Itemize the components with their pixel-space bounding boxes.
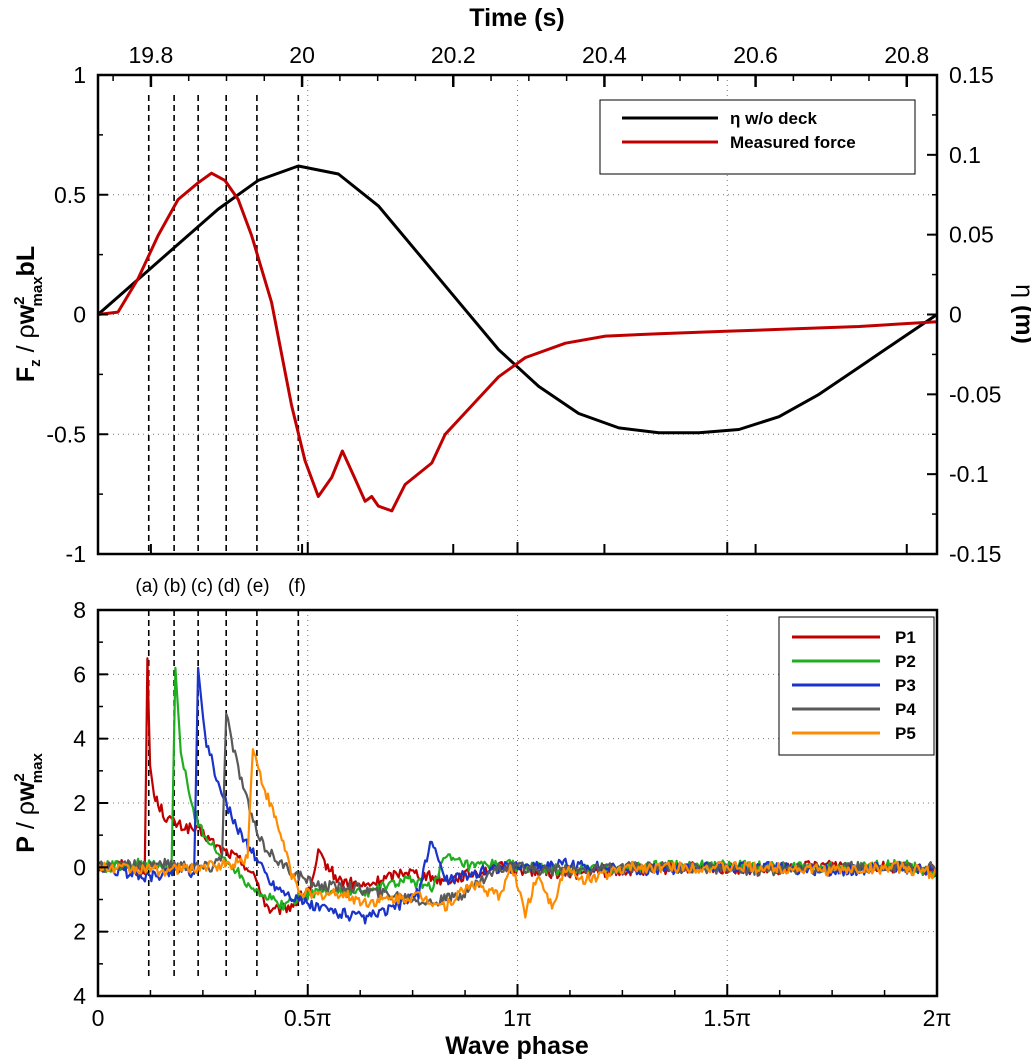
top-right-tick-label: -0.1 <box>949 461 989 487</box>
top-event-lines <box>147 95 300 554</box>
bottom-y-tick-label: 2 <box>73 790 86 816</box>
bottom-legend-label: P2 <box>895 652 916 671</box>
event-label: (a) <box>135 576 158 597</box>
svg-text:η (m): η (m) <box>1010 284 1031 344</box>
top-left-tick-label: -0.5 <box>46 421 86 447</box>
event-label: (b) <box>163 576 186 597</box>
bottom-y-tick-label: 0 <box>73 854 86 880</box>
bottom-x-axis-title: Wave phase <box>445 1032 589 1060</box>
top-legend-label: η w/o deck <box>730 109 817 128</box>
top-series-line-measured-force <box>97 171 938 513</box>
event-label: (c) <box>191 576 213 597</box>
top-left-tick-label: 1 <box>73 62 86 88</box>
top-right-tick-label: 0 <box>949 302 962 328</box>
svg-text:P / ρw2max: P / ρw2max <box>11 753 46 853</box>
bottom-x-tick-label: 1.5π <box>703 1005 751 1031</box>
bottom-legend-label: P5 <box>895 724 916 743</box>
bottom-x-tick-label: 0 <box>92 1005 105 1031</box>
top-legend-label: Measured force <box>730 133 856 152</box>
event-label: (e) <box>246 576 269 597</box>
bottom-y-tick-label: 2 <box>73 919 86 945</box>
bottom-y-tick-label: 8 <box>73 597 86 623</box>
top-left-axis-title: Fz / ρw2maxbL <box>11 246 46 382</box>
top-series <box>97 164 938 513</box>
top-time-tick-label: 20.2 <box>431 42 476 68</box>
bottom-x-tick-label: 1π <box>503 1005 532 1031</box>
top-time-tick-label: 20.6 <box>733 42 778 68</box>
top-series-line--w-o-deck <box>97 164 938 435</box>
bottom-legend: P1 P2 P3 P4 P5 <box>778 616 935 756</box>
top-time-axis-title: Time (s) <box>469 4 564 32</box>
y-title-part: w <box>12 304 40 325</box>
y-title-part: / <box>12 338 40 359</box>
event-label: (f) <box>288 576 306 597</box>
p-title-part: / <box>12 815 40 836</box>
y-title-part: ρ <box>12 324 40 338</box>
bottom-legend-label: P4 <box>895 700 916 719</box>
top-time-tick-label: 19.8 <box>129 42 174 68</box>
event-label: (d) <box>217 576 240 597</box>
y-title-part: z <box>27 359 44 367</box>
bottom-y-tick-label: 6 <box>73 661 86 687</box>
bottom-series-line-p5 <box>97 748 939 919</box>
y-right-title-part: η <box>1010 284 1031 298</box>
y-title-part: bL <box>12 246 40 277</box>
y-title-part: F <box>12 367 40 382</box>
top-legend-box <box>599 99 916 175</box>
bottom-y-tick-label: 4 <box>73 983 86 1009</box>
top-left-tick-label: 0.5 <box>54 182 86 208</box>
bottom-series <box>96 657 939 925</box>
top-right-tick-label: 0.05 <box>949 222 994 248</box>
p-title-part: 2 <box>11 773 28 781</box>
p-title-part: ρ <box>12 801 40 815</box>
top-left-tick-label: -1 <box>66 541 86 567</box>
event-labels: (a) (b) (c) (d) (e) (f) <box>135 576 306 597</box>
svg-text:Fz / ρw2maxbL: Fz / ρw2maxbL <box>11 246 46 382</box>
bottom-y-axis-title: P / ρw2max <box>11 753 46 853</box>
bottom-legend-label: P1 <box>895 628 916 647</box>
top-right-tick-label: 0.1 <box>949 142 981 168</box>
top-panel: -1 -0.5 0 0.5 1 -0.15 -0.1 -0.05 0 0.05 0.1 0.15 19.… <box>11 4 1031 567</box>
top-time-tick-label: 20 <box>289 42 315 68</box>
bottom-x-tick-label: 2π <box>923 1005 952 1031</box>
bottom-ticks: 4 2 0 2 4 6 8 0 0.5π 1π 1.5π 2π <box>73 542 951 1031</box>
p-title-part: P <box>12 836 40 853</box>
top-time-tick-label: 20.4 <box>582 42 627 68</box>
top-legend: η w/o deck Measured force <box>599 99 916 175</box>
top-right-tick-label: -0.05 <box>949 381 1001 407</box>
bottom-x-tick-label: 0.5π <box>284 1005 332 1031</box>
top-right-tick-label: 0.15 <box>949 62 994 88</box>
top-time-tick-label: 20.8 <box>884 42 929 68</box>
y-title-part: 2 <box>11 296 28 304</box>
p-title-part: max <box>29 753 46 784</box>
bottom-series-line-p4 <box>97 712 939 907</box>
p-title-part: w <box>12 781 40 802</box>
top-right-tick-label: -0.15 <box>949 541 1001 567</box>
top-right-axis-title: η (m) <box>1010 284 1031 344</box>
y-title-part: max <box>29 276 46 307</box>
bottom-series-line-p3 <box>96 666 938 925</box>
top-ticks: -1 -0.5 0 0.5 1 -0.15 -0.1 -0.05 0 0.05 0.1 0.15 19.… <box>46 42 1001 567</box>
bottom-legend-label: P3 <box>895 676 916 695</box>
bottom-y-tick-label: 4 <box>73 726 86 752</box>
y-right-title-part: (m) <box>1010 298 1031 344</box>
top-left-tick-label: 0 <box>73 302 86 328</box>
